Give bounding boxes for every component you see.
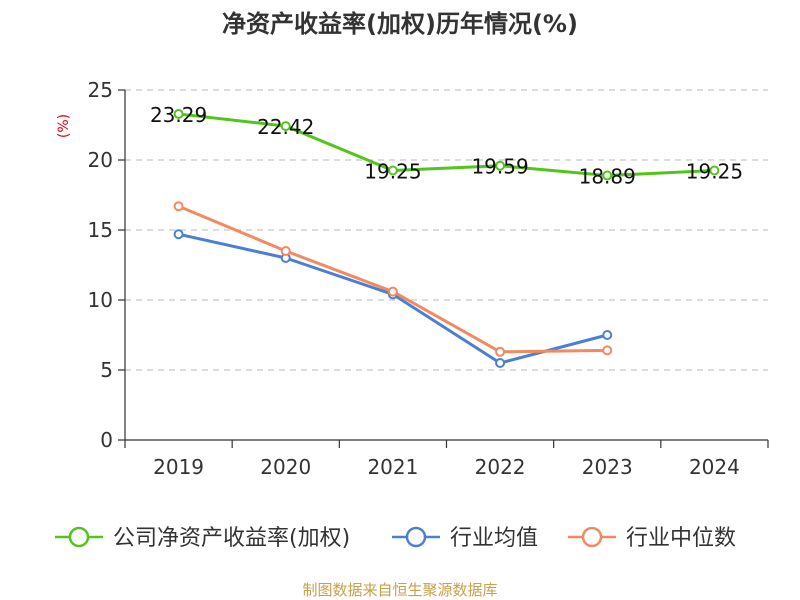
- data-point: [602, 330, 613, 340]
- data-point: [495, 160, 506, 171]
- x-tick-label: 2022: [475, 455, 526, 479]
- data-label: 19.59: [471, 155, 528, 179]
- data-point: [495, 346, 506, 357]
- data-point: [173, 201, 184, 212]
- data-point: [173, 229, 184, 240]
- data-point: [280, 246, 291, 256]
- x-tick-label: 2021: [367, 455, 418, 479]
- legend-marker: [405, 526, 427, 548]
- chart-title: 净资产收益率(加权)历年情况(%): [222, 10, 578, 38]
- x-tick-label: 2024: [689, 455, 740, 479]
- y-tick-label: 5: [100, 358, 113, 382]
- legend-marker: [581, 526, 603, 548]
- source-note: 制图数据来自恒生聚源数据库: [302, 581, 497, 599]
- y-tick-label: 15: [88, 218, 113, 242]
- y-tick-label: 25: [88, 78, 113, 102]
- legend-label: 公司净资产收益率(加权): [113, 526, 350, 551]
- x-tick-label: 2020: [260, 455, 311, 479]
- series-line-0: [178, 112, 715, 178]
- data-label: 19.25: [686, 160, 743, 184]
- data-point: [495, 358, 506, 368]
- data-point: [709, 165, 720, 176]
- data-label: 19.25: [364, 160, 421, 184]
- data-labels: 23.29 22.42 19.25 19.59 18.89 19.25: [150, 103, 743, 189]
- series-line-2: [178, 204, 608, 354]
- data-point: [173, 108, 184, 119]
- data-point: [602, 345, 613, 356]
- y-tick-label: 0: [100, 428, 113, 452]
- x-tick-label: 2019: [153, 455, 204, 479]
- axes: 0 5 10 15 20 25 2019 2020 2021 2022 2023 2024: [88, 78, 769, 479]
- data-point: [387, 165, 398, 176]
- legend-label: 行业均值: [450, 526, 538, 551]
- data-label: 23.29: [150, 103, 207, 127]
- y-tick-label: 20: [88, 148, 113, 172]
- y-tick-label: 10: [88, 288, 113, 312]
- x-tick-label: 2023: [582, 455, 633, 479]
- data-point: [387, 286, 398, 297]
- legend: 公司净资产收益率(加权) 行业均值 行业中位数: [55, 526, 736, 551]
- data-label: 22.42: [257, 115, 314, 139]
- data-point: [280, 121, 291, 132]
- data-point: [602, 170, 613, 181]
- data-label: 18.89: [579, 165, 636, 189]
- legend-marker: [68, 526, 90, 548]
- y-axis-label: (%): [56, 114, 72, 138]
- legend-label: 行业中位数: [626, 526, 736, 551]
- grid: [125, 89, 768, 371]
- series-layer: [173, 108, 720, 368]
